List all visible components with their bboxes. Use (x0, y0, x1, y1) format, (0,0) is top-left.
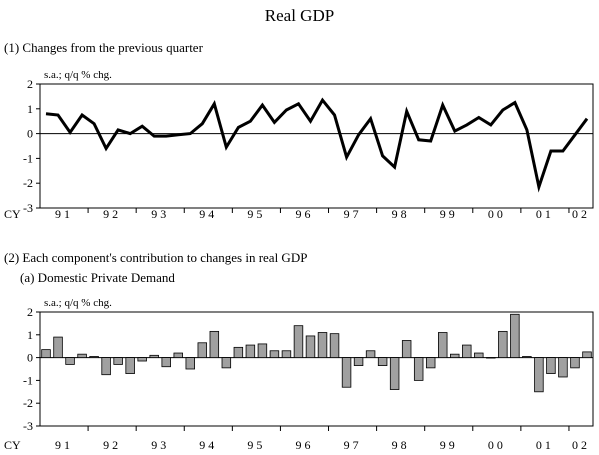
y-tick-label: -1 (23, 373, 33, 387)
x-tick-label: 98 (392, 207, 410, 221)
x-tick-label: 99 (440, 207, 458, 221)
bar (185, 357, 195, 370)
bar (233, 346, 244, 358)
bar (89, 356, 99, 358)
bar (570, 357, 580, 369)
x-axis-prefix: CY (4, 438, 21, 452)
bar (125, 357, 135, 374)
x-tick-label: 02 (572, 207, 590, 221)
line-chart: s.a.; q/q % chg. 2 1 0 -1 -2 -3CY 91 92 93 94 95 96 9… (4, 69, 594, 221)
y-tick-label: -2 (23, 396, 33, 410)
y-tick-label: -3 (23, 201, 33, 215)
y-tick-label: -1 (23, 151, 33, 165)
y-tick-label: 1 (27, 328, 33, 342)
x-tick-label: 93 (151, 438, 169, 452)
y-axis-label: s.a.; q/q % chg. (44, 69, 112, 81)
section-2-subheading: (a) Domestic Private Demand (20, 270, 175, 285)
x-tick-label: 98 (392, 438, 410, 452)
plot-frame (39, 83, 594, 209)
bar (546, 357, 556, 374)
bar (522, 356, 532, 358)
page-title: Real GDP (264, 6, 335, 25)
bar (353, 357, 364, 366)
x-tick-label: 96 (295, 438, 313, 452)
y-tick-label: -3 (23, 419, 33, 433)
y-tick-label: 1 (27, 102, 33, 116)
bar (305, 335, 316, 359)
x-tick-label: 92 (103, 438, 121, 452)
plot-frame (39, 311, 594, 427)
x-tick-label: 94 (199, 438, 217, 452)
bar (329, 333, 340, 359)
bar (425, 357, 436, 369)
x-tick-label: 00 (488, 207, 506, 221)
bar (245, 344, 256, 358)
bar (101, 357, 111, 376)
bar (389, 357, 400, 390)
bar (113, 357, 123, 365)
x-tick-label: 91 (55, 438, 73, 452)
bar (377, 357, 388, 366)
x-tick-label: 99 (440, 438, 458, 452)
x-tick-label: 01 (536, 438, 554, 452)
bar (413, 357, 424, 381)
bar (498, 330, 508, 359)
bar (486, 357, 496, 359)
bar (401, 340, 412, 359)
x-tick-label: 00 (488, 438, 506, 452)
x-tick-label: 91 (55, 207, 73, 221)
bar (510, 313, 520, 358)
bar (209, 330, 220, 359)
bar (65, 357, 75, 365)
y-tick-label: 2 (27, 77, 33, 91)
y-tick-label: 2 (27, 305, 33, 319)
bar (438, 332, 448, 358)
bar (53, 336, 63, 358)
bar (173, 352, 183, 359)
bar (534, 357, 544, 393)
bar (558, 357, 568, 378)
bar (221, 357, 232, 369)
bar (317, 332, 328, 358)
bar (281, 350, 292, 359)
x-tick-label: 93 (151, 207, 169, 221)
bar (450, 353, 460, 358)
bar (77, 353, 87, 358)
x-tick-label: 97 (344, 207, 362, 221)
x-tick-label: 97 (344, 438, 362, 452)
bar (582, 351, 592, 358)
y-tick-label: 0 (27, 127, 33, 141)
x-tick-label: 01 (536, 207, 554, 221)
bar (365, 350, 376, 359)
bar (341, 357, 352, 388)
bar (474, 352, 484, 359)
bar (161, 357, 171, 368)
bar (137, 357, 147, 362)
x-tick-label: 92 (103, 207, 121, 221)
x-axis-prefix: CY (4, 207, 21, 221)
y-tick-label: 0 (27, 351, 33, 365)
x-tick-label: 96 (295, 207, 313, 221)
x-tick-label: 95 (247, 438, 265, 452)
y-tick-label: -2 (23, 176, 33, 190)
bar (257, 343, 268, 359)
x-tick-label: 95 (247, 207, 265, 221)
bar (197, 342, 208, 358)
bar (41, 349, 51, 358)
bar-chart: s.a.; q/q % chg. 2 1 0 -1 -2 -3CY 91 92 93 94 95 96 9… (4, 297, 594, 452)
x-tick-label: 02 (572, 438, 590, 452)
bar (149, 354, 159, 359)
series-line (45, 97, 589, 193)
section-2-heading: (2) Each component's contribution to cha… (4, 250, 308, 265)
bar (293, 325, 304, 358)
bar (462, 344, 472, 358)
section-1-heading: (1) Changes from the previous quarter (4, 40, 203, 55)
bar (269, 350, 280, 359)
y-axis-label: s.a.; q/q % chg. (44, 297, 112, 309)
x-tick-label: 94 (199, 207, 217, 221)
